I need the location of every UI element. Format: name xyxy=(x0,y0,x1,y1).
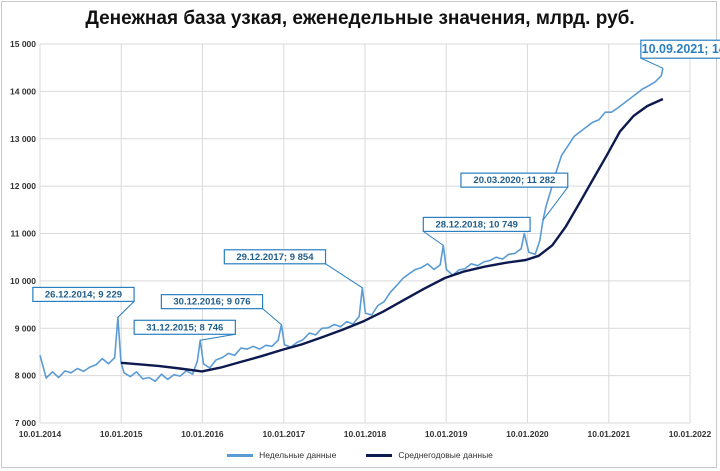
series-lines xyxy=(39,68,664,383)
x-axis-ticks: 10.01.2014 10.01.2015 10.01.2016 10.01.2017… xyxy=(19,429,712,439)
y-tick-label: 8 000 xyxy=(15,371,37,381)
annotation-label: 29.12.2017; 9 854 xyxy=(236,252,314,263)
annotation-label: 28.12.2018; 10 749 xyxy=(435,219,517,230)
y-tick-label: 7 000 xyxy=(15,418,37,428)
legend-swatch-weekly xyxy=(227,453,254,457)
y-axis-ticks: 7 000 8 000 9 000 10 000 11 000 12 000 13 000 1… xyxy=(10,39,36,428)
annotation-box xyxy=(460,172,569,188)
legend-label-weekly: Недельные данные xyxy=(259,450,337,460)
annotation-label: 31.12.2015; 8 746 xyxy=(146,322,223,333)
legend-item-weekly: Недельные данные xyxy=(227,450,336,460)
annotation-2020-03-20: 20.03.2020; 11 282 xyxy=(460,172,569,221)
annotation-2017-12-29: 29.12.2017; 9 854 xyxy=(223,249,363,289)
x-tick-label: 10.01.2022 xyxy=(669,429,712,439)
annotation-label: 10.09.2021; 14 489 xyxy=(642,42,720,56)
x-tick-label: 10.01.2016 xyxy=(181,429,224,439)
annotation-leader xyxy=(262,308,282,326)
legend-swatch-avg xyxy=(366,453,393,457)
x-tick-label: 10.01.2017 xyxy=(263,429,306,439)
annotation-leader xyxy=(200,333,236,341)
y-tick-label: 11 000 xyxy=(10,229,36,239)
chart-title: Денежная база узкая, еженедельные значен… xyxy=(85,8,635,29)
annotation-leader xyxy=(117,301,135,318)
legend: Недельные данные Среднегодовые данные xyxy=(0,450,720,460)
annotation-label: 20.03.2020; 11 282 xyxy=(473,175,555,186)
annotation-2015-12-31: 31.12.2015; 8 746 xyxy=(133,319,236,341)
y-tick-label: 10 000 xyxy=(10,276,36,286)
x-tick-label: 10.01.2014 xyxy=(19,429,62,439)
annotation-box xyxy=(160,294,264,310)
x-tick-label: 10.01.2018 xyxy=(344,429,387,439)
y-tick-label: 13 000 xyxy=(10,134,36,144)
y-tick-label: 9 000 xyxy=(15,323,37,333)
annotation-box xyxy=(32,286,135,303)
annotation-leader xyxy=(423,230,444,246)
series-line-weekly xyxy=(39,68,664,383)
annotation-box xyxy=(133,319,236,335)
annotation-leader xyxy=(640,57,664,69)
y-tick-label: 12 000 xyxy=(10,181,36,191)
annotation-leader xyxy=(325,263,363,289)
annotation-box xyxy=(422,216,531,232)
annotation-2016-12-30: 30.12.2016; 9 076 xyxy=(160,294,282,326)
x-tick-label: 10.01.2019 xyxy=(425,429,468,439)
annotation-2018-12-28: 28.12.2018; 10 749 xyxy=(422,216,531,246)
annotation-box xyxy=(223,249,327,265)
legend-item-avg: Среднегодовые данные xyxy=(366,450,493,460)
annotation-2021-09-10: 10.09.2021; 14 489 xyxy=(640,39,720,69)
x-tick-label: 10.01.2021 xyxy=(588,429,631,439)
x-tick-label: 10.01.2015 xyxy=(100,429,143,439)
x-tick-label: 10.01.2020 xyxy=(506,429,549,439)
legend-label-avg: Среднегодовые данные xyxy=(398,450,493,460)
annotations: 26.12.2014; 9 229 31.12.2015; 8 746 30.12.… xyxy=(32,39,720,341)
annotation-label: 30.12.2016; 9 076 xyxy=(173,297,250,308)
grid-lines xyxy=(39,43,691,424)
y-tick-label: 14 000 xyxy=(10,86,36,96)
y-tick-label: 15 000 xyxy=(10,39,36,49)
annotation-leader xyxy=(542,186,569,221)
series-line-avg xyxy=(120,97,664,373)
annotation-2014-12-26: 26.12.2014; 9 229 xyxy=(32,286,135,318)
annotation-label: 26.12.2014; 9 229 xyxy=(45,289,122,300)
annotation-box xyxy=(640,39,720,59)
